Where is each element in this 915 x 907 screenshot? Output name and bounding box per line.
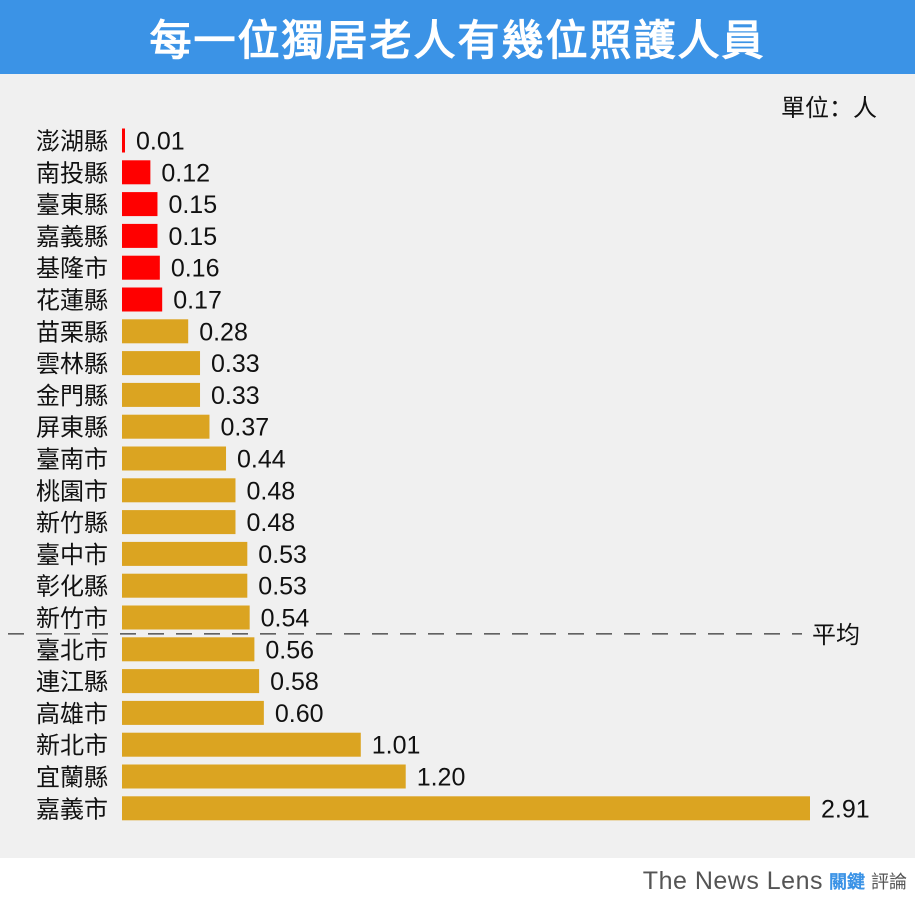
value-label: 0.54 (261, 605, 310, 633)
value-label: 0.48 (246, 477, 295, 505)
bar (122, 796, 810, 821)
bar (122, 669, 260, 694)
category-label: 基隆市 (36, 255, 108, 283)
bar (122, 637, 255, 662)
bar (122, 446, 227, 471)
value-label: 0.15 (168, 223, 217, 251)
value-label: 0.56 (265, 636, 314, 664)
category-label: 南投縣 (36, 159, 108, 187)
footer-brand: The News Lens 關鍵 評論 (643, 863, 907, 899)
category-label: 宜蘭縣 (36, 764, 108, 792)
average-label: 平均 (812, 621, 860, 649)
value-label: 1.20 (417, 764, 466, 792)
bar (122, 732, 361, 757)
bar (122, 764, 406, 789)
value-label: 0.33 (211, 382, 260, 410)
bar (122, 223, 158, 248)
value-label: 0.16 (171, 255, 220, 283)
bar (122, 573, 248, 598)
brand-name: The News Lens (642, 866, 823, 895)
value-label: 0.53 (258, 541, 307, 569)
bar (122, 128, 125, 153)
title-bar: 每一位獨居老人有幾位照護人員 (0, 0, 915, 74)
category-label: 臺北市 (36, 636, 108, 664)
bar (122, 382, 201, 407)
bar (122, 192, 158, 217)
category-label: 新北市 (36, 732, 108, 760)
bar (122, 287, 163, 312)
category-label: 桃園市 (36, 477, 108, 505)
bar (122, 605, 250, 630)
bar (122, 700, 264, 725)
bar (122, 255, 160, 280)
category-label: 苗栗縣 (36, 318, 108, 346)
value-label: 0.17 (173, 287, 222, 315)
category-label: 新竹市 (36, 605, 108, 633)
value-label: 0.60 (275, 700, 324, 728)
bar (122, 351, 201, 376)
value-label: 0.48 (246, 509, 295, 537)
category-label: 彰化縣 (36, 573, 108, 601)
category-label: 高雄市 (36, 700, 108, 728)
bar (122, 510, 236, 535)
bar (122, 541, 248, 566)
value-label: 1.01 (372, 732, 421, 760)
value-label: 0.37 (220, 414, 269, 442)
value-label: 2.91 (821, 795, 870, 823)
category-label: 嘉義縣 (36, 223, 108, 251)
category-label: 嘉義市 (36, 795, 108, 823)
category-label: 新竹縣 (36, 509, 108, 537)
category-label: 臺南市 (36, 446, 108, 474)
value-label: 0.28 (199, 318, 248, 346)
category-label: 金門縣 (36, 382, 108, 410)
category-label: 連江縣 (36, 668, 108, 696)
bar (122, 160, 151, 185)
value-label: 0.58 (270, 668, 319, 696)
value-label: 0.12 (161, 159, 210, 187)
bar (122, 319, 189, 344)
value-label: 0.33 (211, 350, 260, 378)
category-label: 屏東縣 (36, 414, 108, 442)
bar (122, 414, 210, 439)
value-label: 0.01 (136, 128, 185, 156)
value-label: 0.44 (237, 446, 286, 474)
bar (122, 478, 236, 503)
category-label: 花蓮縣 (36, 287, 108, 315)
category-label: 澎湖縣 (36, 128, 108, 156)
value-label: 0.53 (258, 573, 307, 601)
category-label: 臺東縣 (36, 191, 108, 219)
brand-cn-rest: 評論 (871, 872, 907, 893)
category-label: 臺中市 (36, 541, 108, 569)
chart-title: 每一位獨居老人有幾位照護人員 (149, 15, 766, 65)
value-label: 0.15 (168, 191, 217, 219)
unit-label: 單位：人 (781, 94, 877, 122)
brand-cn-highlight: 關鍵 (829, 872, 865, 893)
category-label: 雲林縣 (36, 350, 108, 378)
